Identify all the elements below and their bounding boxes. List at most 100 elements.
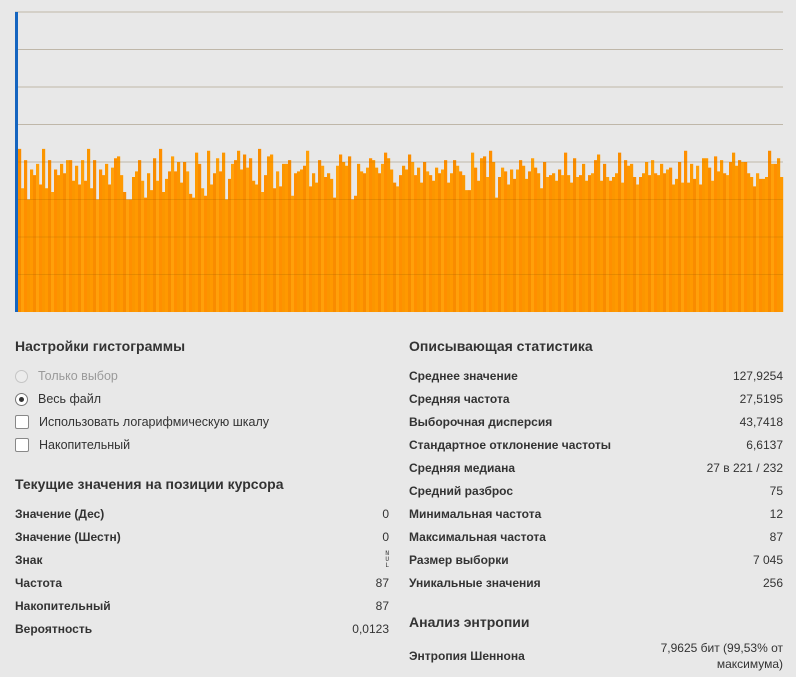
stat-row: Среднее значение 127,9254	[409, 367, 783, 385]
histogram-bar	[528, 171, 532, 313]
histogram-bar	[456, 165, 460, 312]
stat-row: Минимальная частота 12	[409, 505, 783, 523]
histogram-bar	[660, 163, 664, 313]
row-value: 12	[769, 507, 783, 521]
histogram-bar	[357, 163, 361, 313]
histogram-bar	[693, 178, 697, 313]
histogram-bar	[579, 175, 583, 313]
histogram-bar	[711, 180, 715, 312]
histogram-bar	[678, 162, 682, 312]
row-value: 256	[762, 576, 783, 590]
histogram-bar	[39, 184, 43, 312]
histogram-bar	[399, 175, 403, 313]
histogram-bar	[150, 190, 154, 313]
histogram-bar	[300, 169, 304, 312]
histogram-bar	[408, 154, 412, 312]
histogram-bar	[48, 160, 52, 313]
histogram-bar	[513, 178, 517, 313]
histogram-bar	[540, 188, 544, 312]
histogram-bar	[486, 177, 490, 312]
histogram-bar	[699, 184, 703, 312]
histogram-bar	[90, 188, 94, 312]
histogram-bar	[621, 182, 625, 313]
histogram-bar	[222, 152, 226, 313]
histogram-bar	[708, 167, 712, 313]
histogram-bar	[651, 160, 655, 313]
histogram-bar	[507, 184, 511, 312]
histogram-bar	[30, 169, 34, 312]
histogram-bar	[663, 173, 667, 312]
histogram-bar	[759, 178, 763, 313]
histogram-bar	[555, 180, 559, 312]
histogram-bar	[165, 178, 169, 313]
cursor-values-title: Текущие значения на позиции курсора	[15, 476, 284, 492]
histogram-bar	[87, 148, 91, 313]
histogram-bar	[384, 152, 388, 313]
histogram-bar	[342, 162, 346, 312]
histogram-bar	[21, 188, 25, 312]
histogram-bar	[396, 186, 400, 313]
statistics-title: Описывающая статистика	[409, 338, 593, 354]
histogram-bar	[285, 163, 289, 313]
histogram-bar	[669, 167, 673, 313]
histogram-bar	[117, 156, 121, 313]
cumulative-checkbox[interactable]: Накопительный	[15, 436, 130, 454]
histogram-bar	[330, 178, 334, 313]
log-scale-checkbox[interactable]: Использовать логарифмическую шкалу	[15, 413, 269, 431]
histogram-bar	[720, 160, 724, 313]
histogram-bar	[627, 165, 631, 312]
histogram-bar	[69, 160, 73, 313]
histogram-bar	[240, 169, 244, 312]
row-label: Вероятность	[15, 622, 93, 636]
histogram-bar	[54, 169, 58, 312]
histogram-bar	[702, 158, 706, 312]
histogram-bar	[735, 165, 739, 312]
histogram-bar	[675, 178, 679, 313]
histogram-bar	[204, 195, 208, 312]
histogram-bar	[741, 162, 745, 312]
histogram-bar	[57, 175, 61, 313]
histogram-bar	[258, 148, 262, 313]
histogram-bar	[483, 156, 487, 313]
histogram-bar	[516, 169, 520, 312]
histogram-bar	[201, 188, 205, 312]
histogram-bar	[768, 150, 772, 312]
histogram-bar	[279, 186, 283, 313]
histogram-bar	[414, 175, 418, 313]
histogram-bar	[738, 160, 742, 313]
histogram-bar	[726, 175, 730, 313]
histogram-bar	[717, 171, 721, 313]
selection-only-label: Только выбор	[38, 369, 118, 383]
row-label: Уникальные значения	[409, 576, 541, 590]
histogram-bar	[549, 175, 553, 313]
histogram-chart[interactable]	[0, 0, 796, 320]
histogram-bar	[246, 167, 250, 313]
histogram-bar	[369, 158, 373, 312]
histogram-bar	[363, 173, 367, 312]
histogram-bar	[198, 163, 202, 313]
histogram-bar	[216, 158, 220, 312]
histogram-bar	[42, 148, 46, 313]
histogram-bar	[666, 169, 670, 312]
histogram-bar	[618, 152, 622, 313]
histogram-bar	[510, 169, 514, 312]
histogram-bar	[177, 162, 181, 312]
whole-file-radio[interactable]: Весь файл	[15, 390, 101, 408]
histogram-bar	[774, 163, 778, 313]
row-value: 27,5195	[739, 392, 783, 406]
histogram-bar	[714, 156, 718, 313]
histogram-bar	[435, 167, 439, 313]
row-value: 87	[375, 599, 389, 613]
histogram-bar	[96, 199, 100, 312]
histogram-bar	[681, 182, 685, 313]
histogram-bar	[351, 199, 355, 312]
log-scale-label: Использовать логарифмическую шкалу	[39, 415, 270, 429]
histogram-bar	[696, 165, 700, 312]
row-value: 87	[769, 530, 783, 544]
row-label: Выборочная дисперсия	[409, 415, 553, 429]
histogram-bar	[366, 167, 370, 313]
histogram-bar	[276, 171, 280, 313]
checkbox-icon	[15, 415, 29, 429]
histogram-bar	[657, 175, 661, 313]
histogram-bar	[468, 190, 472, 313]
